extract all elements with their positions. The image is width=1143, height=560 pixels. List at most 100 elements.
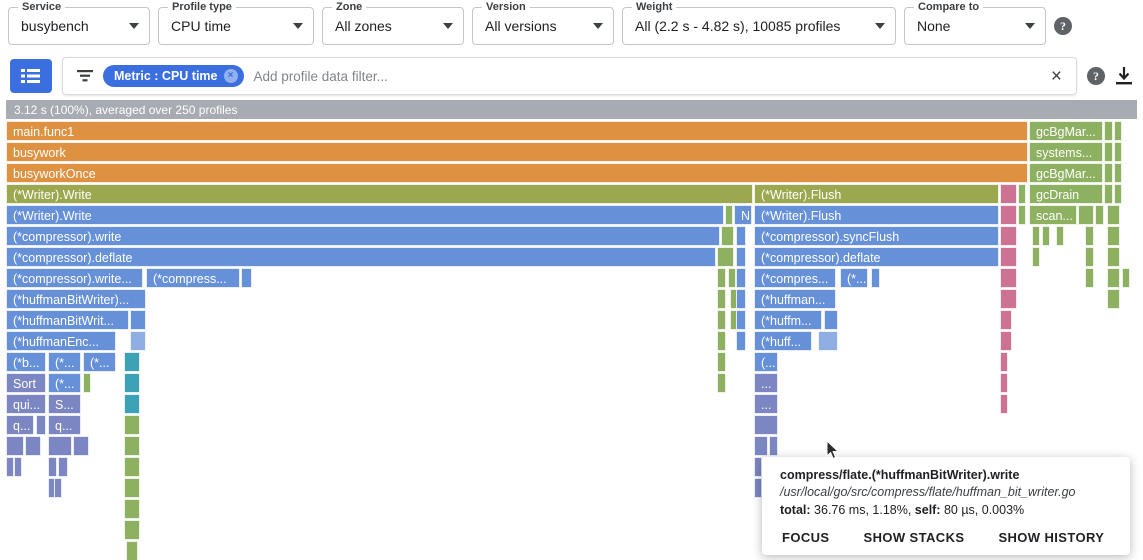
flame-frame[interactable]: ... (754, 373, 778, 393)
flame-frame[interactable]: (*huffmanEnc... (6, 331, 116, 351)
flame-frame[interactable] (736, 331, 746, 351)
flame-frame[interactable] (717, 268, 726, 288)
flame-frame[interactable] (124, 457, 140, 477)
list-view-toggle-button[interactable] (10, 59, 52, 93)
flame-frame[interactable] (824, 310, 838, 330)
flame-frame[interactable]: gcBgMar... (1029, 163, 1103, 183)
flame-frame[interactable] (1104, 184, 1113, 204)
flame-frame[interactable] (1107, 226, 1120, 246)
flame-frame[interactable]: (*huffmanBitWrit... (6, 310, 129, 330)
flame-frame[interactable] (736, 226, 746, 246)
flame-frame[interactable] (58, 457, 68, 477)
flame-frame[interactable]: (*b... (6, 352, 46, 372)
flame-frame[interactable] (1085, 247, 1094, 267)
version-select[interactable]: Version All versions (472, 1, 614, 45)
filter-input-placeholder[interactable]: Add profile data filter... (253, 68, 388, 84)
flame-frame[interactable] (1000, 205, 1017, 225)
flame-frame[interactable] (1114, 163, 1122, 183)
flame-frame[interactable] (1042, 226, 1050, 246)
flame-frame[interactable] (1000, 226, 1017, 246)
flame-frame[interactable] (1104, 142, 1113, 162)
flame-frame[interactable] (1122, 268, 1130, 288)
flame-frame[interactable] (721, 226, 734, 246)
flame-frame[interactable]: (... (754, 352, 778, 372)
flame-graph[interactable]: 3.12 s (100%), averaged over 250 profile… (0, 100, 1143, 560)
flame-frame[interactable] (1085, 226, 1094, 246)
flame-frame[interactable]: (*compressor).deflate (6, 247, 716, 267)
flame-frame[interactable] (130, 310, 146, 330)
flame-frame[interactable]: main.func1 (6, 121, 1028, 141)
flame-frame[interactable] (754, 436, 768, 456)
download-icon[interactable] (1115, 66, 1133, 86)
flame-frame[interactable]: (*compres... (754, 268, 836, 288)
flame-frame[interactable] (736, 247, 746, 267)
focus-button[interactable]: FOCUS (782, 530, 830, 545)
flame-frame[interactable] (1000, 184, 1017, 204)
flame-frame[interactable] (1000, 247, 1017, 267)
flame-frame[interactable] (1114, 121, 1122, 141)
flame-frame[interactable]: (*... (840, 268, 868, 288)
flame-frame[interactable] (130, 331, 146, 351)
flame-frame[interactable]: Sort (6, 373, 46, 393)
help-icon[interactable]: ? (1054, 17, 1072, 35)
flame-frame[interactable]: (*... (48, 352, 81, 372)
flame-frame[interactable] (1000, 289, 1017, 309)
flame-frame[interactable] (1000, 331, 1012, 351)
flame-frame[interactable]: busywork (6, 142, 1028, 162)
flame-frame[interactable]: (*compress... (146, 268, 240, 288)
profile-type-select[interactable]: Profile type CPU time (158, 1, 314, 45)
flame-frame[interactable]: (*huff... (754, 331, 812, 351)
flame-frame[interactable]: (*Writer).Write (6, 184, 753, 204)
flame-frame[interactable]: qui... (6, 394, 46, 414)
flame-frame[interactable] (241, 268, 252, 288)
flame-frame[interactable]: systems... (1029, 142, 1103, 162)
flame-frame[interactable] (717, 352, 726, 372)
flame-frame[interactable] (124, 520, 140, 540)
flame-frame[interactable] (25, 436, 41, 456)
filter-chip-metric[interactable]: Metric : CPU time × (103, 65, 244, 87)
flame-frame[interactable]: gcDrain (1029, 184, 1103, 204)
flame-frame[interactable] (48, 436, 72, 456)
flame-frame[interactable] (124, 394, 140, 414)
flame-frame[interactable]: (*compressor).write... (6, 268, 143, 288)
flame-frame[interactable]: (*compressor).write (6, 226, 720, 246)
flame-frame[interactable]: (*... (48, 373, 81, 393)
flame-frame[interactable] (1085, 268, 1094, 288)
flame-frame[interactable] (1107, 205, 1120, 225)
help-icon[interactable]: ? (1087, 67, 1105, 85)
flame-frame[interactable] (1018, 184, 1026, 204)
flame-frame[interactable] (1000, 394, 1008, 414)
flame-frame[interactable] (124, 499, 140, 519)
flame-frame[interactable] (1104, 163, 1113, 183)
flame-frame[interactable]: q... (6, 415, 34, 435)
flame-frame[interactable] (1032, 247, 1040, 267)
flame-frame[interactable] (1056, 226, 1064, 246)
flame-frame[interactable] (728, 268, 736, 288)
flame-frame[interactable]: S... (48, 394, 81, 414)
flame-frame[interactable] (736, 289, 746, 309)
flame-frame[interactable] (725, 205, 733, 225)
flame-frame[interactable] (83, 373, 91, 393)
flame-frame[interactable] (73, 436, 89, 456)
flame-frame[interactable]: (*compressor).deflate (754, 247, 999, 267)
flame-frame[interactable] (14, 457, 22, 477)
compare-to-select[interactable]: Compare to None (904, 1, 1046, 45)
flame-frame[interactable] (1104, 121, 1113, 141)
flame-frame[interactable] (1114, 142, 1122, 162)
flame-frame[interactable] (818, 331, 838, 351)
flame-frame[interactable]: scan... (1029, 205, 1077, 225)
filter-input-container[interactable]: Metric : CPU time × Add profile data fil… (62, 57, 1077, 95)
flame-frame[interactable] (871, 268, 880, 288)
show-history-button[interactable]: SHOW HISTORY (998, 530, 1105, 545)
flame-frame[interactable] (717, 289, 726, 309)
flame-frame[interactable] (36, 415, 46, 435)
flame-frame[interactable]: N... (734, 205, 752, 225)
flame-frame[interactable] (754, 415, 778, 435)
weight-select[interactable]: Weight All (2.2 s - 4.82 s), 10085 profi… (622, 1, 896, 45)
flame-frame[interactable]: ... (754, 394, 778, 414)
flame-frame[interactable]: q... (48, 415, 81, 435)
flame-frame[interactable] (1000, 268, 1017, 288)
flame-frame[interactable] (1095, 205, 1104, 225)
flame-frame[interactable] (6, 457, 14, 477)
flame-frame[interactable] (48, 457, 57, 477)
